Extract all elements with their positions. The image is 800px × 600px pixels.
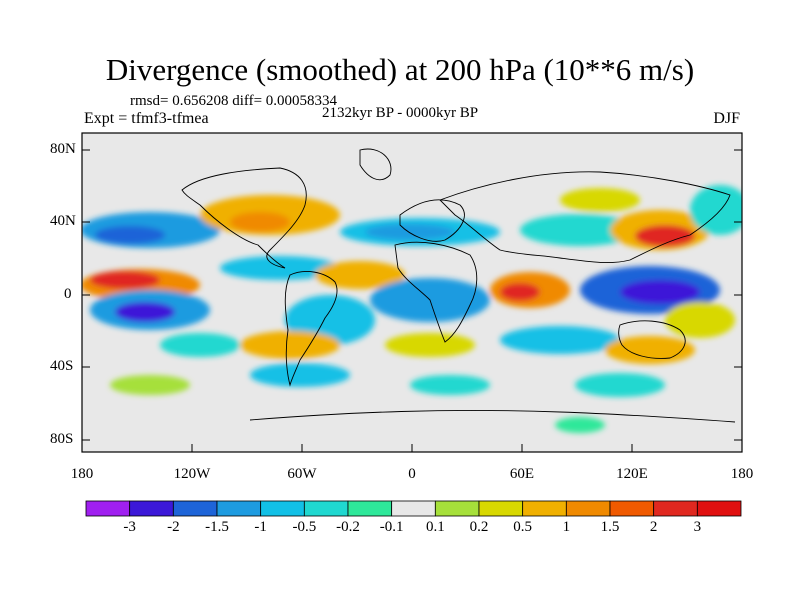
colorbar-swatch — [434, 500, 480, 517]
season-label: DJF — [713, 110, 740, 127]
divergence-field — [82, 133, 742, 452]
colorbar-label: 2 — [649, 519, 658, 535]
colorbar-label: -3 — [123, 519, 136, 535]
colorbar-swatch — [653, 500, 698, 517]
colorbar-swatch — [696, 500, 742, 517]
colorbar-label: -0.5 — [292, 519, 317, 535]
colorbar-swatch — [347, 500, 393, 517]
lon-label-120w: 120W — [173, 466, 211, 482]
colorbar-label: -0.2 — [336, 519, 360, 535]
colorbar-label: 1.5 — [600, 519, 620, 535]
experiment-label: Expt = tfmf3-tfmea — [84, 110, 209, 127]
coastlines — [181, 148, 736, 423]
colorbar-swatch — [391, 500, 436, 517]
period-label: 2132kyr BP - 0000kyr BP — [321, 105, 479, 121]
colorbar-label: 3 — [693, 519, 702, 535]
lon-label-180w: 180 — [70, 466, 94, 482]
colorbar-swatch — [478, 500, 524, 517]
colorbar-swatch — [129, 500, 174, 517]
lat-label-40s: 40S — [50, 358, 74, 374]
colorbar-swatch — [565, 500, 611, 517]
colorbar-label: 0.5 — [513, 519, 533, 535]
colorbar-label: -2 — [167, 519, 180, 535]
colorbar-label: -1 — [254, 519, 267, 535]
colorbar-swatch — [85, 500, 131, 517]
colorbar-swatch — [303, 500, 349, 517]
colorbar-swatch — [172, 500, 218, 517]
colorbar-label: -1.5 — [205, 519, 229, 535]
colorbar-swatch — [216, 500, 262, 517]
colorbar — [85, 500, 742, 517]
axis-ticks — [82, 149, 742, 452]
lon-label-0: 0 — [408, 466, 416, 482]
lon-label-120e: 120E — [616, 466, 648, 482]
lat-label-80n: 80N — [50, 141, 76, 157]
lat-label-40n: 40N — [50, 213, 76, 229]
lat-label-0: 0 — [64, 286, 72, 302]
colorbar-label: 0.2 — [469, 519, 489, 535]
colorbar-swatch — [609, 500, 655, 517]
colorbar-label: 1 — [562, 519, 571, 535]
lon-label-60w: 60W — [287, 466, 317, 482]
colorbar-swatch — [522, 500, 567, 517]
map-title: Divergence (smoothed) at 200 hPa (10**6 … — [105, 52, 695, 87]
colorbar-label: 0.1 — [425, 519, 445, 535]
lat-label-80s: 80S — [50, 431, 74, 447]
lon-label-60e: 60E — [509, 466, 535, 482]
lon-label-180e: 180 — [730, 466, 754, 482]
colorbar-label: -0.1 — [379, 519, 404, 535]
colorbar-swatch — [260, 500, 305, 517]
stats-text: rmsd= 0.656208 diff= 0.00058334 — [130, 93, 338, 109]
